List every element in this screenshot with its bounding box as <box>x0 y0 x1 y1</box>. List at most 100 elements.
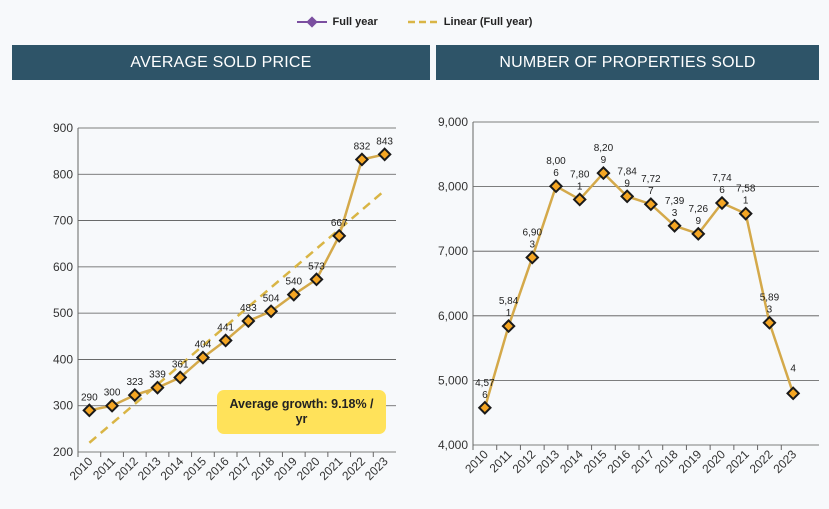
sold-y-tick-label: 8,000 <box>438 180 468 194</box>
price-data-label: 404 <box>195 340 212 351</box>
sold-data-point <box>786 386 801 401</box>
sold-data-label: 1 <box>506 308 512 319</box>
sold-x-tick-label: 2017 <box>628 447 657 476</box>
sold-data-label: 7,80 <box>570 169 590 180</box>
sold-data-point <box>714 195 730 211</box>
price-y-tick-label: 500 <box>53 306 73 320</box>
sold-data-label: 8,20 <box>594 143 614 154</box>
legend-label-linear: Linear (Full year) <box>443 16 533 28</box>
sold-data-label: 7,84 <box>617 166 637 177</box>
sold-x-tick-label: 2018 <box>652 447 681 476</box>
sold-x-tick-label: 2023 <box>770 447 799 476</box>
chart-title-price: AVERAGE SOLD PRICE <box>12 45 430 80</box>
sold-data-label: 5,89 <box>760 293 780 304</box>
sold-x-tick-label: 2022 <box>747 447 776 476</box>
sold-data-label: 6,90 <box>523 227 543 238</box>
price-data-point <box>264 304 279 319</box>
chart-title-properties: NUMBER OF PROPERTIES SOLD <box>436 45 819 80</box>
price-data-label: 483 <box>240 303 257 314</box>
price-data-point <box>332 228 347 243</box>
sold-data-label: 3 <box>530 239 536 250</box>
price-data-point <box>377 147 392 162</box>
price-data-label: 667 <box>331 218 348 229</box>
sold-x-tick-label: 2013 <box>533 447 562 476</box>
sold-data-label: 7 <box>648 186 654 197</box>
sold-y-tick-label: 6,000 <box>438 309 468 323</box>
sold-data-label: 7,26 <box>689 204 709 215</box>
sold-data-label: 7,39 <box>665 196 685 207</box>
sold-data-label: 1 <box>743 196 749 207</box>
price-data-label: 441 <box>217 322 234 333</box>
sold-x-tick-label: 2011 <box>487 447 515 475</box>
legend-label-full-year: Full year <box>332 16 378 28</box>
sold-data-label: 6 <box>482 390 488 401</box>
sold-data-point <box>738 206 753 221</box>
sold-x-tick-label: 2012 <box>510 447 539 476</box>
sold-data-label: 7,72 <box>641 174 661 185</box>
price-data-label: 339 <box>149 370 166 381</box>
price-data-point <box>173 370 188 385</box>
sold-data-label: 4,57 <box>475 378 495 389</box>
sold-data-label: 3 <box>672 208 678 219</box>
sold-data-label: 8,00 <box>546 156 566 167</box>
price-y-tick-label: 800 <box>53 167 73 181</box>
price-data-point <box>195 350 210 365</box>
sold-data-label: 9 <box>601 155 607 166</box>
sold-data-label: 7,74 <box>712 173 732 184</box>
price-y-tick-label: 900 <box>53 121 73 135</box>
sold-data-point <box>762 315 777 330</box>
sold-data-point <box>596 166 611 181</box>
sold-data-point <box>501 319 516 334</box>
price-y-tick-label: 400 <box>53 352 73 366</box>
price-data-point <box>127 387 142 403</box>
chart-legend: Full year Linear (Full year) <box>0 10 829 34</box>
sold-data-label: 1 <box>577 181 583 192</box>
price-data-label: 573 <box>308 261 325 272</box>
sold-data-point <box>477 400 492 415</box>
sold-data-label: 4 <box>790 363 796 374</box>
sold-data-label: 6 <box>719 185 725 196</box>
sold-data-label: 9 <box>624 178 630 189</box>
sold-data-label: 6 <box>553 168 559 179</box>
sold-x-tick-label: 2021 <box>723 447 752 476</box>
price-y-tick-label: 200 <box>53 445 73 459</box>
average-growth-callout: Average growth: 9.18% / yr <box>217 390 386 434</box>
legend-line-marker-icon <box>296 16 327 28</box>
price-data-label: 832 <box>354 141 371 152</box>
price-y-tick-label: 700 <box>53 214 73 228</box>
price-data-point <box>286 287 301 302</box>
price-data-point <box>309 272 324 287</box>
price-data-point <box>241 313 256 329</box>
sold-y-tick-label: 5,000 <box>438 373 468 387</box>
price-data-label: 323 <box>126 377 143 388</box>
sold-x-tick-label: 2019 <box>676 447 705 476</box>
sold-data-label: 7,58 <box>736 184 756 195</box>
price-data-point <box>354 152 369 167</box>
sold-x-tick-label: 2016 <box>604 447 633 476</box>
sold-data-label: 9 <box>696 216 702 227</box>
price-data-point <box>105 398 120 413</box>
legend-item-full-year: Full year <box>296 16 378 28</box>
sold-x-tick-label: 2014 <box>557 447 586 476</box>
price-linear-trendline <box>88 189 386 444</box>
sold-y-tick-label: 7,000 <box>438 244 468 258</box>
sold-y-tick-label: 9,000 <box>438 115 468 129</box>
sold-data-point <box>691 226 706 241</box>
sold-x-tick-label: 2020 <box>699 447 728 476</box>
sold-data-point <box>548 179 564 194</box>
legend-item-linear: Linear (Full year) <box>407 16 533 28</box>
price-data-point <box>218 333 233 348</box>
sold-data-point <box>643 197 658 212</box>
price-data-point <box>82 403 97 418</box>
price-data-label: 843 <box>376 136 393 147</box>
price-y-tick-label: 600 <box>53 260 73 274</box>
sold-data-point <box>667 218 682 233</box>
price-data-label: 540 <box>285 277 302 288</box>
price-data-label: 290 <box>81 392 98 403</box>
price-data-label: 504 <box>263 293 280 304</box>
price-y-tick-label: 300 <box>53 399 73 413</box>
sold-data-point <box>572 192 587 207</box>
price-data-label: 300 <box>104 388 121 399</box>
